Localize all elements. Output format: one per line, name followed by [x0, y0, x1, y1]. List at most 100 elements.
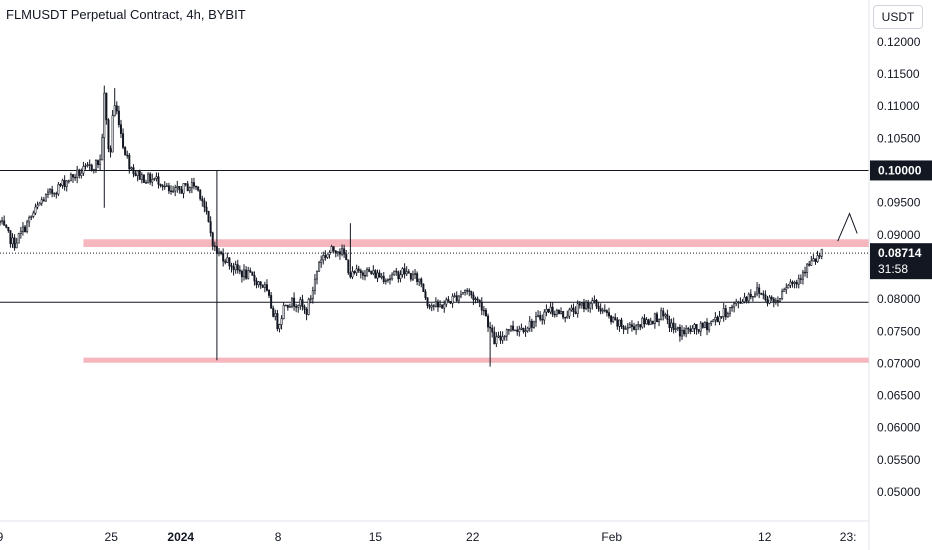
- candle: [113, 88, 116, 117]
- candle: [545, 304, 548, 317]
- x-axis[interactable]: 9 25 2024 8 15 22 Feb 12 23:: [0, 530, 856, 544]
- candle: [430, 303, 433, 312]
- candle: [530, 318, 533, 332]
- candle: [243, 264, 246, 281]
- candle: [589, 303, 592, 313]
- candle: [226, 252, 229, 264]
- candle: [655, 311, 658, 323]
- candle: [457, 294, 460, 304]
- candle: [799, 274, 802, 285]
- candle: [7, 226, 10, 233]
- candle-countdown: 31:58: [878, 262, 908, 276]
- candle: [201, 195, 204, 207]
- candle: [587, 299, 590, 313]
- candle: [618, 319, 621, 332]
- candle: [195, 185, 198, 191]
- candle: [322, 251, 325, 265]
- candle: [170, 185, 173, 195]
- candle: [785, 283, 788, 294]
- candle: [808, 260, 811, 267]
- candle: [230, 262, 233, 273]
- x-tick-label: 25: [105, 530, 119, 544]
- candle: [472, 291, 475, 305]
- candle: [24, 224, 27, 233]
- candle: [172, 185, 175, 193]
- candle: [585, 299, 588, 311]
- candle: [484, 308, 487, 317]
- candle: [597, 301, 600, 312]
- candle: [257, 280, 260, 288]
- candle: [783, 287, 786, 292]
- candle: [582, 298, 585, 313]
- candle: [820, 248, 823, 260]
- candle: [770, 295, 773, 302]
- candle: [217, 248, 220, 257]
- horizontal-lines: [0, 169, 869, 303]
- candle: [192, 177, 195, 190]
- candle: [30, 215, 33, 221]
- candle: [724, 304, 727, 320]
- candle: [697, 329, 700, 334]
- candle: [74, 173, 77, 181]
- candle: [5, 224, 8, 229]
- candle: [407, 269, 410, 274]
- candle: [685, 325, 688, 338]
- candle: [541, 314, 544, 325]
- candle: [174, 184, 177, 197]
- candle: [699, 320, 702, 337]
- candle: [63, 175, 66, 191]
- candle: [57, 181, 60, 197]
- candle: [249, 267, 252, 273]
- candle: [59, 182, 62, 188]
- candle: [503, 335, 506, 341]
- y-tick-label: 0.09000: [877, 228, 921, 242]
- candle: [126, 150, 129, 159]
- candle: [578, 301, 581, 309]
- y-tick-label: 0.10500: [877, 131, 921, 145]
- candle: [549, 301, 552, 315]
- candle: [420, 277, 423, 288]
- candle: [263, 281, 266, 293]
- candle: [366, 267, 369, 277]
- projection-path: [837, 212, 858, 242]
- candle: [507, 328, 510, 335]
- candle: [637, 321, 640, 331]
- candle: [766, 295, 769, 307]
- currency-button[interactable]: USDT: [873, 5, 923, 29]
- candle: [290, 297, 293, 309]
- candle: [286, 304, 289, 311]
- candle: [543, 309, 546, 325]
- candle: [601, 307, 604, 314]
- candle: [683, 327, 686, 337]
- candle: [505, 328, 508, 341]
- candle: [570, 304, 573, 312]
- candle: [439, 300, 442, 308]
- candle: [603, 304, 606, 313]
- candle: [295, 303, 298, 313]
- candle: [653, 312, 656, 329]
- candle: [466, 288, 469, 295]
- candle: [376, 269, 379, 283]
- y-tick-label: 0.06500: [877, 389, 921, 403]
- candle: [818, 253, 821, 259]
- candle: [124, 146, 127, 156]
- candle: [384, 278, 387, 285]
- x-tick-label: 9: [0, 530, 4, 544]
- candle: [207, 210, 210, 223]
- candle: [382, 272, 385, 284]
- zone-0: [83, 239, 869, 247]
- y-tick-label: 0.08000: [877, 292, 921, 306]
- candle: [804, 266, 807, 277]
- candle: [197, 186, 200, 192]
- candle: [147, 172, 150, 184]
- candle: [418, 278, 421, 287]
- candle: [532, 320, 535, 329]
- y-axis[interactable]: 0.12000 0.11500 0.11000 0.10500 0.09500 0.090…: [877, 35, 921, 499]
- candle: [789, 279, 792, 289]
- zone-1: [83, 357, 869, 363]
- candle: [772, 297, 775, 308]
- candle: [42, 197, 45, 202]
- candle: [0, 219, 1, 226]
- candle: [361, 270, 364, 280]
